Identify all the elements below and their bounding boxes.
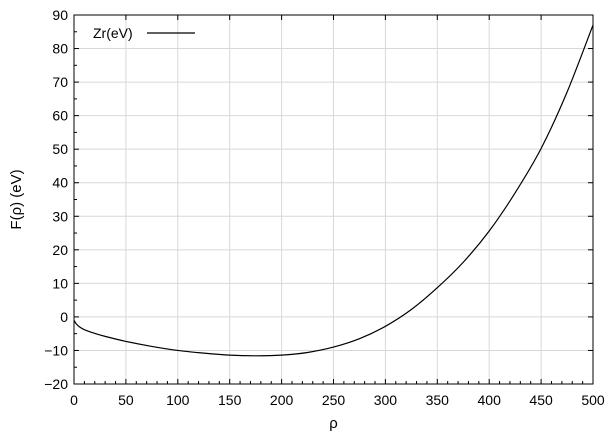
x-tick-label: 50 (118, 392, 134, 408)
legend: Zr(eV) (93, 25, 195, 41)
x-tick-label: 400 (478, 392, 502, 408)
y-tick-label: 50 (52, 141, 68, 157)
y-tick-label: 90 (52, 7, 68, 23)
x-tick-label: 0 (70, 392, 78, 408)
y-axis-label: F(ρ) (eV) (8, 169, 25, 229)
x-tick-label: 300 (374, 392, 398, 408)
y-tick-label: 40 (52, 175, 68, 191)
x-tick-label: 250 (322, 392, 346, 408)
x-axis-label: ρ (329, 415, 338, 432)
legend-label: Zr(eV) (93, 25, 133, 41)
x-tick-label: 500 (581, 392, 605, 408)
y-tick-label: 60 (52, 108, 68, 124)
series-line-0 (73, 24, 594, 357)
y-tick-label: 30 (52, 208, 68, 224)
grid-lines (74, 15, 593, 384)
x-tick-label: 150 (218, 392, 242, 408)
y-tick-label: 80 (52, 41, 68, 57)
y-tick-label: 10 (52, 275, 68, 291)
y-tick-label: 20 (52, 242, 68, 258)
x-tick-label: 100 (166, 392, 190, 408)
y-tick-label: 0 (60, 309, 68, 325)
x-ticks: 0 50 100 150 200 250 300 350 400 450 500 (70, 15, 605, 408)
x-tick-label: 350 (426, 392, 450, 408)
y-tick-label: −20 (44, 376, 68, 392)
y-ticks: −20 −10 0 10 20 30 40 50 60 70 80 90 (44, 7, 593, 392)
plot-frame (73, 14, 594, 385)
y-tick-label: 70 (52, 74, 68, 90)
x-tick-label: 450 (529, 392, 553, 408)
x-tick-label: 200 (270, 392, 294, 408)
y-tick-label: −10 (44, 342, 68, 358)
series-group (73, 24, 594, 357)
